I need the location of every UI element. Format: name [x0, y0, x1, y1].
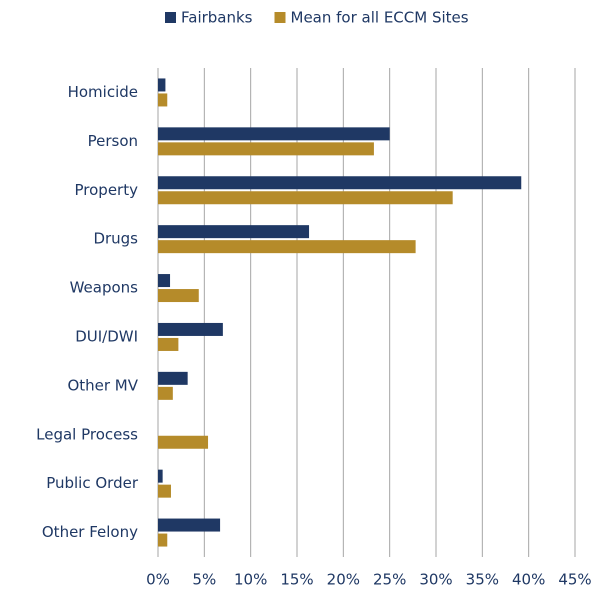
legend-label: Mean for all ECCM Sites — [291, 9, 469, 27]
bar — [158, 93, 168, 107]
y-tick-label: Weapons — [70, 279, 139, 297]
bar — [158, 240, 416, 254]
bar — [158, 337, 179, 351]
y-tick-label: Other MV — [67, 376, 138, 394]
bar — [158, 142, 374, 156]
y-tick-label: Person — [88, 132, 138, 150]
bar — [158, 289, 199, 303]
y-tick-label: Property — [75, 181, 139, 199]
bar — [158, 176, 522, 190]
y-tick-label: DUI/DWI — [75, 327, 138, 345]
x-tick-label: 35% — [466, 571, 499, 589]
y-tick-label: Public Order — [46, 474, 139, 492]
bar — [158, 371, 188, 385]
y-tick-label: Homicide — [68, 83, 138, 101]
x-tick-label: 10% — [234, 571, 267, 589]
x-tick-label: 5% — [192, 571, 216, 589]
x-tick-label: 30% — [419, 571, 452, 589]
y-tick-label: Other Felony — [42, 523, 138, 541]
x-tick-label: 45% — [558, 571, 591, 589]
x-tick-label: 0% — [146, 571, 170, 589]
y-tick-label: Drugs — [93, 230, 138, 248]
bar — [158, 322, 223, 336]
bar — [158, 78, 166, 92]
bar — [158, 533, 168, 547]
bar — [158, 484, 171, 498]
legend-swatch — [274, 12, 286, 23]
x-tick-label: 20% — [327, 571, 360, 589]
bar — [158, 274, 171, 288]
x-tick-label: 25% — [373, 571, 406, 589]
x-tick-label: 40% — [512, 571, 545, 589]
bar — [158, 435, 209, 449]
legend-label: Fairbanks — [181, 9, 253, 27]
bar — [158, 386, 173, 400]
bar — [158, 469, 163, 483]
bar — [158, 518, 221, 532]
bar — [158, 225, 310, 239]
bar — [158, 191, 453, 205]
legend-swatch — [165, 12, 176, 23]
y-tick-label: Legal Process — [36, 425, 138, 443]
x-tick-label: 15% — [280, 571, 313, 589]
bar — [158, 127, 390, 141]
